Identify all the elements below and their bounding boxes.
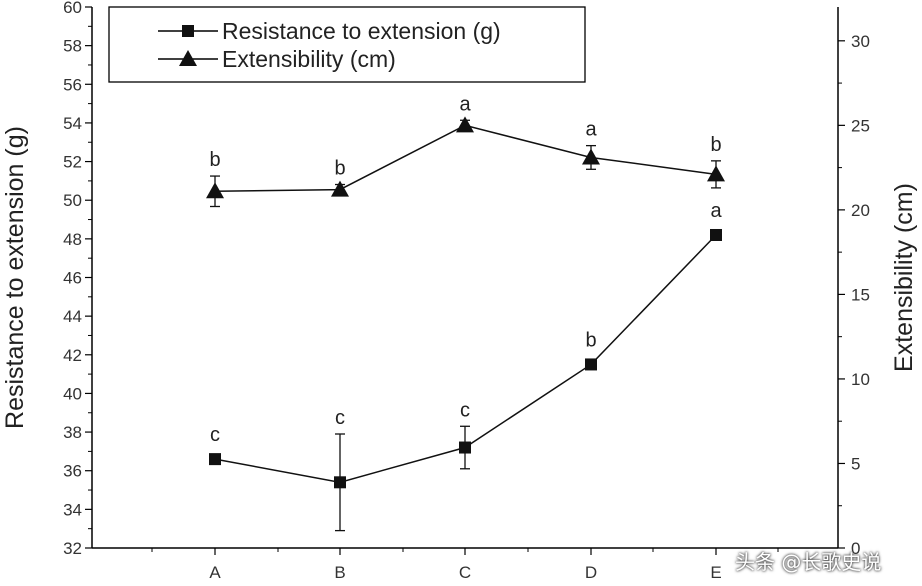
- data-point: [209, 453, 221, 466]
- series-layer: c c c b a b b a a b: [206, 93, 725, 532]
- x-tick-label: D: [585, 563, 597, 582]
- data-point: [582, 148, 600, 165]
- significance-label: b: [585, 329, 596, 351]
- legend-marker-triangle: [179, 50, 197, 66]
- series-line: [214, 124, 717, 193]
- right-tick-label: 15: [851, 285, 870, 304]
- right-tick-label: 10: [851, 370, 870, 389]
- left-tick-label: 36: [63, 462, 82, 481]
- data-point: [334, 476, 346, 489]
- significance-label: b: [710, 134, 721, 156]
- significance-label: c: [210, 424, 220, 446]
- legend-box: [108, 6, 586, 83]
- legend-label: Resistance to extension (g): [222, 18, 501, 44]
- right-tick-label: 0: [851, 539, 860, 558]
- left-tick-label: 42: [63, 346, 82, 365]
- significance-label: b: [209, 149, 220, 171]
- left-tick-label: 46: [63, 269, 82, 288]
- left-tick-label: 32: [63, 539, 82, 558]
- data-point: [710, 228, 722, 241]
- series-triangle: b b a a b: [206, 93, 725, 208]
- legend-marker-square: [182, 25, 194, 37]
- series-square: c c c b a: [209, 200, 722, 532]
- left-tick-label: 50: [63, 191, 82, 210]
- left-tick-label: 44: [63, 307, 82, 326]
- x-tick-label: A: [209, 563, 221, 582]
- data-point: [585, 358, 597, 371]
- significance-label: a: [459, 93, 471, 115]
- legend-label: Extensibility (cm): [222, 46, 396, 72]
- right-tick-label: 20: [851, 201, 870, 220]
- left-axis-title: Resistance to extension (g): [1, 126, 29, 429]
- left-tick-label: 34: [63, 500, 82, 519]
- left-tick-label: 58: [63, 37, 82, 56]
- left-tick-label: 52: [63, 153, 82, 172]
- left-tick-label: 40: [63, 384, 82, 403]
- data-point: [331, 180, 349, 197]
- x-tick-label: E: [710, 563, 721, 582]
- legend: Resistance to extension (g)Extensibility…: [108, 6, 586, 83]
- data-point: [456, 116, 474, 133]
- left-tick-label: 48: [63, 230, 82, 249]
- data-point: [459, 441, 471, 454]
- significance-label: a: [710, 200, 722, 222]
- left-tick-label: 54: [63, 114, 82, 133]
- x-tick-label: C: [459, 563, 471, 582]
- left-tick-label: 56: [63, 75, 82, 94]
- left-tick-label: 38: [63, 423, 82, 442]
- significance-label: c: [460, 399, 470, 421]
- significance-label: b: [334, 158, 345, 180]
- x-tick-label: B: [334, 563, 345, 582]
- left-tick-label: 60: [63, 0, 82, 17]
- significance-label: a: [585, 119, 597, 141]
- watermark: 头条 @长歌史说: [735, 550, 882, 574]
- right-tick-label: 25: [851, 116, 870, 135]
- right-axis-title: Extensibility (cm): [890, 183, 918, 372]
- data-point: [206, 182, 224, 199]
- data-point: [707, 165, 725, 182]
- right-tick-label: 5: [851, 454, 860, 473]
- right-tick-label: 30: [851, 32, 870, 51]
- significance-label: c: [335, 407, 345, 429]
